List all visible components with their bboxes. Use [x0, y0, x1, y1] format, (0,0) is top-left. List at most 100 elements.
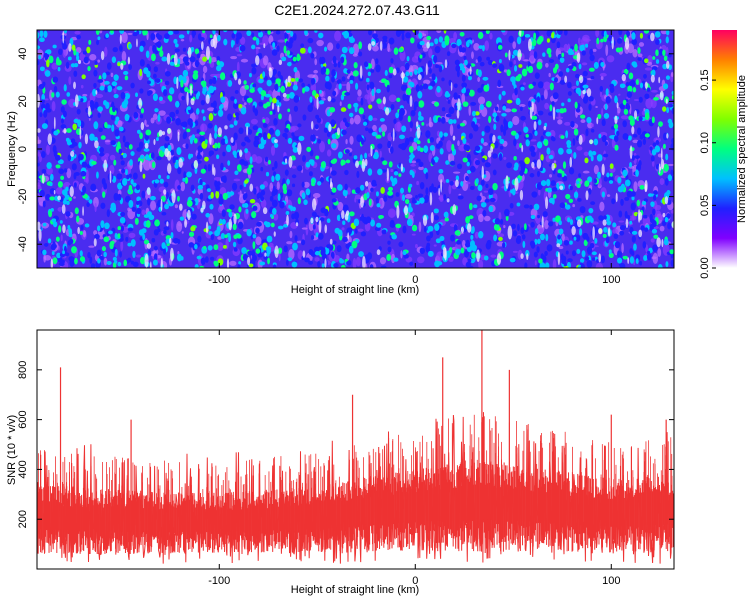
spectrogram-cell	[396, 205, 400, 219]
spectrogram-y-tick-label: 40	[17, 48, 29, 60]
spectrogram-cell	[150, 53, 156, 62]
spectrogram-cell	[200, 80, 207, 87]
spectrogram-cell	[493, 123, 497, 131]
spectrogram-cell	[545, 131, 552, 137]
spectrogram-cell	[418, 32, 423, 39]
spectrogram-cell	[546, 244, 553, 252]
spectrogram-cell	[380, 265, 387, 268]
spectrogram-cell	[619, 230, 625, 236]
spectrogram-cell	[52, 145, 57, 153]
spectrogram-cell	[652, 142, 657, 147]
spectrogram-cell	[375, 58, 379, 65]
spectrogram-cell	[292, 135, 297, 141]
spectrogram-cell	[468, 105, 472, 116]
spectrogram-cell	[557, 169, 563, 174]
spectrogram-cell	[523, 126, 529, 133]
spectrogram-cell	[107, 85, 113, 93]
spectrogram-cell	[414, 69, 418, 76]
spectrogram-cell	[408, 136, 414, 142]
spectrogram-cell	[51, 92, 55, 98]
spectrogram-cell	[268, 127, 275, 135]
spectrogram-cell	[103, 257, 108, 266]
spectrogram-cell	[360, 231, 367, 237]
spectrogram-cell	[257, 253, 264, 258]
spectrogram-cell	[643, 255, 648, 262]
spectrogram-cell	[577, 219, 582, 228]
spectrogram-cell	[627, 84, 633, 93]
spectrogram-cell	[101, 246, 107, 252]
spectrogram-cell	[205, 221, 209, 234]
spectrogram-cell	[558, 220, 562, 226]
spectrogram-cell	[553, 160, 557, 164]
spectrogram-cell	[527, 38, 532, 52]
spectrogram-cell	[462, 87, 466, 94]
spectrogram-cell	[95, 90, 98, 95]
spectrogram-cell	[503, 224, 506, 229]
spectrogram-cell	[197, 235, 202, 243]
spectrogram-cell	[402, 93, 407, 102]
spectrogram-cell	[302, 87, 305, 94]
spectrogram-cell	[331, 69, 336, 77]
colorbar-tick-label: 0.00	[699, 257, 711, 278]
spectrogram-cell	[589, 48, 593, 56]
spectrogram-cell	[209, 150, 215, 156]
spectrogram-cell	[360, 137, 365, 145]
spectrogram-cell	[613, 233, 619, 240]
spectrogram-cell	[523, 204, 530, 209]
spectrogram-cell	[260, 90, 267, 97]
spectrogram-cell	[158, 129, 163, 137]
spectrogram-cell	[529, 106, 533, 120]
spectrogram-cell	[106, 62, 112, 70]
spectrogram-cell	[309, 171, 313, 177]
spectrogram-cell	[37, 31, 40, 39]
spectrogram-cell	[478, 213, 484, 223]
spectrogram-cell	[199, 265, 205, 268]
spectrogram-cell	[302, 114, 307, 121]
spectrogram-cell	[227, 79, 233, 87]
spectrogram-cell	[210, 102, 215, 107]
spectrogram-cell	[334, 227, 340, 234]
spectrogram-cell	[405, 71, 410, 77]
spectrogram-cell	[207, 225, 212, 230]
spectrogram-cell	[336, 214, 341, 221]
spectrogram-cell	[428, 85, 433, 90]
spectrogram-cell	[353, 102, 359, 108]
spectrogram-cell	[277, 105, 280, 113]
spectrogram-cell	[370, 69, 375, 73]
spectrogram-cell	[582, 170, 590, 174]
spectrogram-cell	[124, 113, 130, 122]
spectrogram-cell	[650, 201, 655, 207]
spectrogram-cell	[244, 122, 250, 128]
spectrogram-cell	[382, 35, 388, 40]
spectrogram-cell	[184, 176, 189, 184]
spectrogram-cell	[60, 175, 65, 181]
spectrogram-cell	[65, 211, 71, 217]
spectrogram-cell	[46, 59, 50, 68]
spectrogram-cell	[562, 256, 566, 261]
spectrogram-cell	[37, 162, 40, 167]
spectrogram-cell	[288, 204, 292, 209]
spectrogram-cell	[344, 149, 350, 154]
spectrogram-cell	[482, 209, 487, 217]
spectrogram-cell	[233, 132, 238, 141]
spectrogram-cell	[609, 163, 614, 169]
spectrogram-cell	[368, 115, 373, 122]
spectrogram-cell	[456, 124, 461, 130]
spectrogram-cell	[62, 198, 67, 205]
spectrogram-cell	[151, 161, 156, 169]
spectrogram-cell	[616, 257, 623, 264]
spectrogram-cell	[611, 198, 616, 205]
spectrogram-cell	[631, 250, 635, 256]
spectrogram-cell	[644, 183, 648, 193]
spectrogram-cell	[265, 101, 271, 107]
spectrogram-cell	[271, 199, 278, 208]
spectrogram-cell	[418, 161, 424, 168]
spectrogram-cell	[423, 226, 427, 233]
spectrogram-cell	[478, 45, 484, 49]
spectrogram-cell	[226, 258, 230, 268]
spectrogram-cell	[513, 59, 517, 65]
spectrogram-cell	[113, 74, 119, 81]
spectrogram-cell	[401, 194, 406, 202]
spectrogram-cell	[310, 85, 314, 91]
spectrogram-cell	[387, 246, 392, 253]
